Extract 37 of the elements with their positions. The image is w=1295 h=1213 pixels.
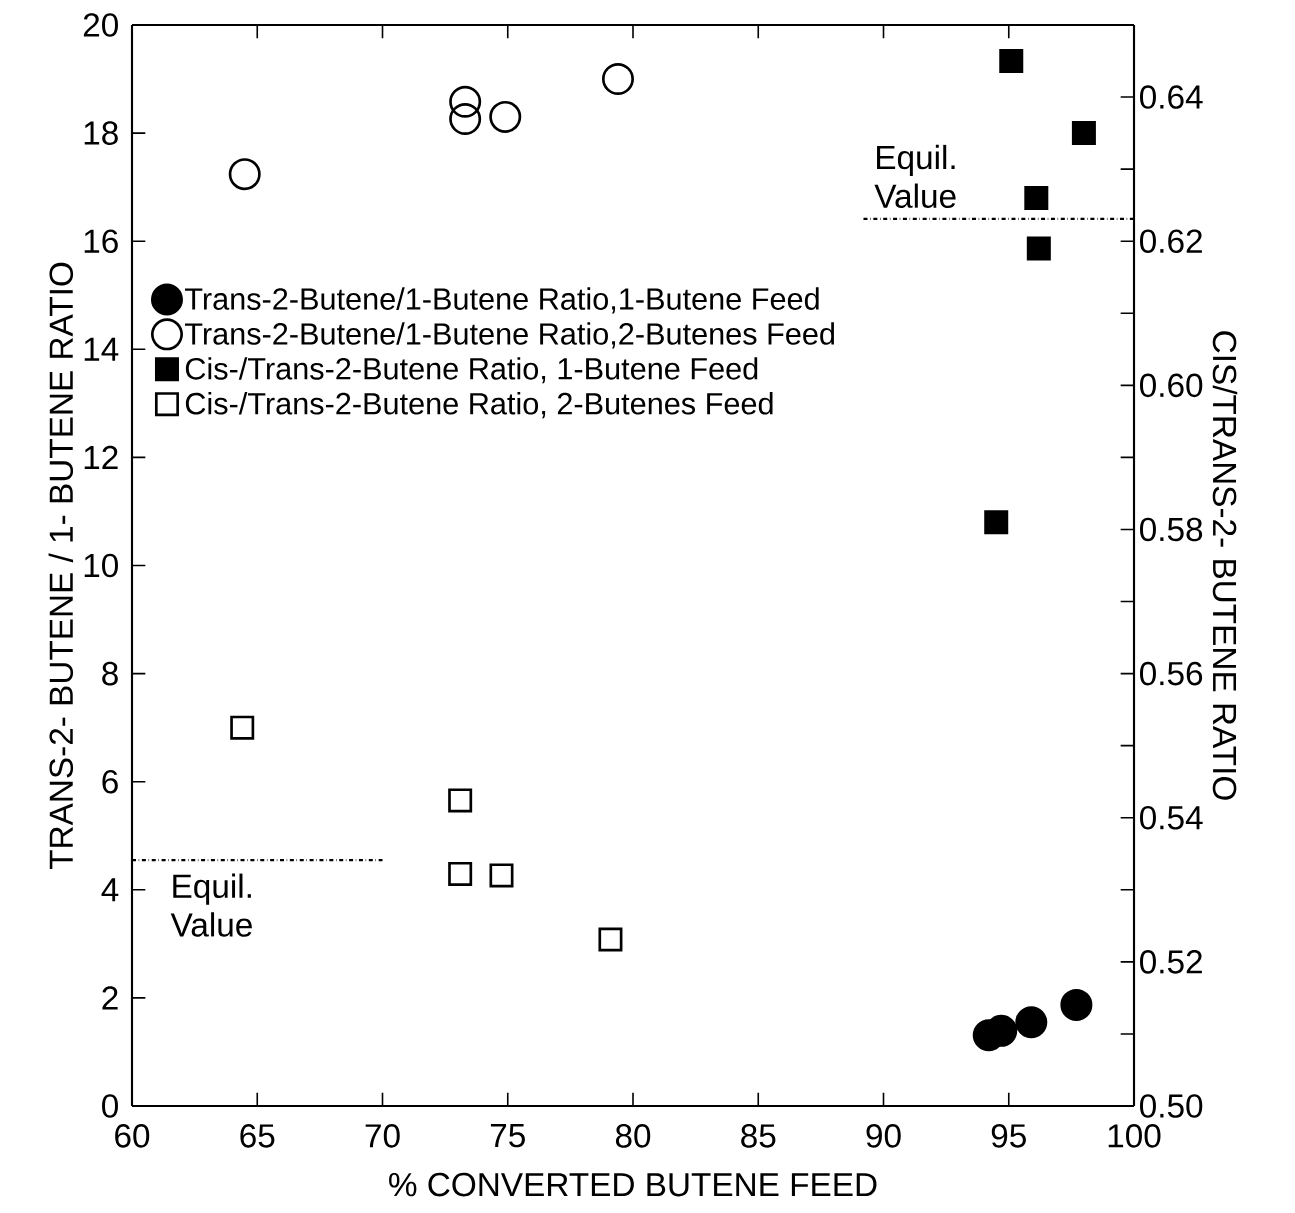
y-tick-label: 14 xyxy=(84,337,119,361)
x-tick-label: 100 xyxy=(1108,1124,1161,1148)
y-tick-label: 12 xyxy=(84,445,118,470)
y2-tick-label: 0.58 xyxy=(1140,517,1203,542)
y-axis-title: TRANS-2- BUTENE / 1- BUTENE RATIO xyxy=(48,262,74,870)
y-tick-label: 20 xyxy=(83,13,118,37)
x-tick-label: 75 xyxy=(490,1124,525,1148)
ref-line-label: Equil. Value xyxy=(874,144,956,209)
legend-label: Cis-/Trans-2-Butene Ratio, 1-Butene Feed xyxy=(185,357,758,384)
legend-label: Trans-2-Butene/1-Butene Ratio,2-Butenes Feed xyxy=(185,322,835,349)
y2-tick-label: 0.54 xyxy=(1140,805,1203,830)
x-tick-label: 60 xyxy=(115,1124,150,1148)
y2-tick-label: 0.50 xyxy=(1140,1094,1203,1118)
legend-label: Cis-/Trans-2-Butene Ratio, 2-Butenes Feed xyxy=(185,392,773,419)
y2-tick-label: 0.60 xyxy=(1140,373,1203,398)
y2-tick-label: 0.64 xyxy=(1140,85,1203,109)
x-tick-label: 70 xyxy=(365,1124,400,1148)
y-tick-label: 2 xyxy=(102,986,118,1010)
y2-tick-label: 0.56 xyxy=(1140,661,1203,686)
y2-tick-label: 0.62 xyxy=(1140,229,1202,253)
y-tick-label: 4 xyxy=(101,878,119,902)
x-tick-label: 95 xyxy=(991,1124,1026,1148)
x-axis-title: % CONVERTED BUTENE FEED xyxy=(389,1172,877,1197)
x-tick-label: 80 xyxy=(615,1124,651,1148)
y2-axis-title: CIS/TRANS-2- BUTENE RATIO xyxy=(1212,331,1238,800)
y-tick-label: 16 xyxy=(84,229,118,253)
y-tick-label: 8 xyxy=(102,661,118,686)
y-tick-label: 6 xyxy=(102,769,118,794)
y-tick-label: 10 xyxy=(84,553,118,578)
legend-label: Trans-2-Butene/1-Butene Ratio,1-Butene Feed xyxy=(185,287,819,314)
x-tick-label: 90 xyxy=(866,1124,901,1148)
x-tick-label: 85 xyxy=(741,1124,776,1148)
x-tick-label: 65 xyxy=(240,1124,275,1148)
y2-tick-label: 0.52 xyxy=(1140,950,1202,974)
y-tick-label: 0 xyxy=(102,1094,118,1118)
y-tick-label: 18 xyxy=(84,121,118,145)
ref-line-label: Equil. Value xyxy=(170,873,252,937)
